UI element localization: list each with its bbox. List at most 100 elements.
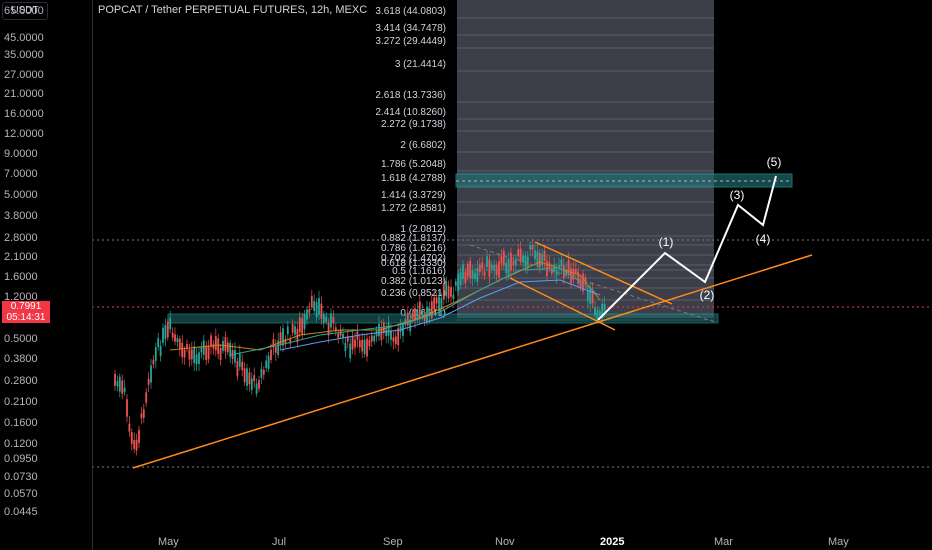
fib-level-label: 0.786 (1.6216) (381, 243, 446, 254)
support-zone-box (167, 313, 719, 324)
candle-body (524, 255, 527, 268)
candle-body (306, 309, 308, 320)
candle-body (308, 308, 311, 313)
candle-body (253, 375, 256, 382)
candle-body (418, 301, 421, 319)
candle-body (188, 349, 191, 360)
price-tick-label: 45.0000 (4, 32, 44, 44)
candle-body (212, 344, 215, 349)
fib-level-label: 0.236 (0.8521) (381, 288, 446, 299)
price-tick-label: 27.0000 (4, 69, 44, 81)
candle-body (476, 267, 479, 282)
candle-body (202, 340, 205, 355)
price-tick-label: 0.0445 (4, 506, 38, 518)
candle-body (291, 324, 294, 333)
candle-body (260, 368, 263, 378)
fib-level-label: 1 (2.0812) (400, 224, 446, 235)
candle-body (442, 283, 445, 300)
candle-body (529, 245, 532, 250)
fib-level-label: 0.882 (1.8137) (381, 233, 446, 244)
candle-body (428, 308, 431, 316)
candle-body (128, 423, 131, 432)
candle-body (577, 271, 580, 284)
candle-body (416, 309, 419, 320)
candle-body (186, 344, 188, 349)
candle-body (370, 335, 373, 342)
candle-body (301, 318, 304, 335)
candle-body (294, 326, 296, 335)
candle-body (562, 265, 565, 278)
candle-body (258, 380, 260, 389)
candle-body (178, 338, 181, 350)
candle-body (164, 325, 167, 340)
candle-body (354, 339, 356, 348)
candle-body (138, 429, 140, 444)
candle-body (171, 332, 174, 338)
candle-body (337, 333, 340, 338)
candle-body (298, 317, 301, 333)
time-tick-label: Jul (272, 536, 287, 548)
candle-body (198, 352, 200, 364)
candle-body (224, 337, 227, 352)
price-tick-label: 12.0000 (4, 128, 44, 140)
candle-body (207, 346, 210, 360)
candle-body (402, 324, 404, 336)
candle-body (464, 271, 467, 284)
candle-body (531, 245, 534, 250)
price-tick-label: 0.1600 (4, 417, 38, 429)
candle-body (510, 252, 512, 271)
candle-body (586, 289, 589, 302)
price-tick-label: 65.0000 (4, 5, 44, 17)
fib-level-label: 0.618 (1.3330) (381, 258, 446, 269)
wave-label: (1) (659, 235, 674, 249)
candle-body (373, 335, 376, 342)
fib-level-label: 2.272 (9.1738) (381, 119, 446, 130)
candle-body (346, 335, 349, 342)
wave-labels: (1) (2) (3) (4) (5) (659, 155, 782, 302)
price-tick-label: 1.6000 (4, 271, 38, 283)
candle-body (423, 314, 426, 321)
candle-body (438, 296, 440, 312)
candle-body (534, 250, 536, 260)
price-axis[interactable]: USDT 65.0000 45.0000 35.0000 27.0000 21.0000… (0, 0, 93, 550)
wave-label: (2) (700, 288, 715, 302)
candle-body (567, 259, 570, 276)
trendline-support (132, 254, 813, 469)
candle-body (351, 336, 354, 350)
candle-body (181, 342, 184, 358)
candle-body (488, 259, 491, 277)
candle-body (572, 268, 575, 280)
price-tick-label: 1.2000 (4, 291, 38, 303)
candle-body (169, 317, 172, 330)
candle-body (462, 264, 464, 280)
candle-body (471, 270, 474, 279)
ma-green (229, 267, 596, 356)
currency-label[interactable]: USDT (2, 2, 48, 20)
candle-body (270, 349, 272, 361)
candle-body (486, 256, 488, 268)
candle-body (248, 372, 251, 385)
candle-body (452, 294, 455, 300)
candle-body (433, 297, 436, 310)
candle-body (598, 310, 601, 316)
fib-level-label: 2 (6.6802) (400, 140, 446, 151)
candle-body (190, 349, 193, 360)
wave-label: (3) (730, 188, 745, 202)
candle-body (282, 328, 284, 346)
fib-level-label: 1.786 (5.2048) (381, 159, 446, 170)
candle-body (392, 337, 395, 342)
candle-body (507, 258, 510, 276)
time-tick-label: 2025 (600, 536, 625, 548)
candle-body (382, 322, 385, 334)
candle-body (320, 303, 323, 319)
candle-body (274, 346, 277, 353)
fib-level-label: 3.272 (29.4449) (375, 36, 446, 47)
price-tick-label: 3.8000 (4, 210, 38, 222)
candle-body (440, 298, 443, 310)
candle-body (594, 306, 596, 316)
candle-body (318, 298, 320, 315)
price-tick-label: 0.3800 (4, 353, 38, 365)
candle-body (114, 373, 116, 386)
candle-body (140, 413, 143, 419)
